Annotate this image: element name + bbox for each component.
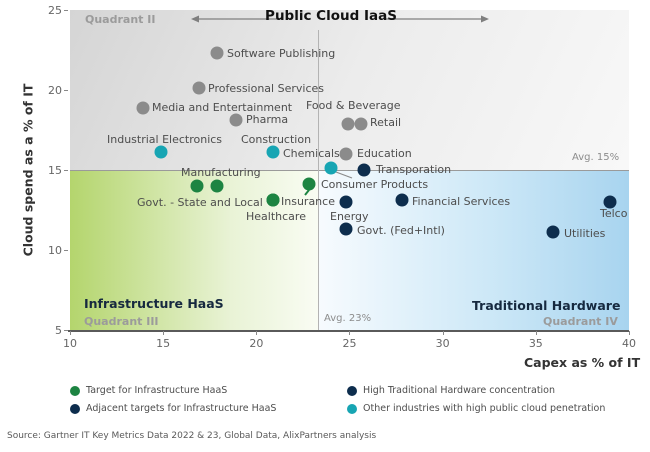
point-industrial-electronics — [154, 145, 168, 159]
x-tick-20: 20 — [249, 337, 264, 350]
label-traditional-hardware: Traditional Hardware — [472, 298, 621, 313]
x-tickmark-10 — [70, 331, 71, 335]
label-financial-services: Financial Services — [412, 195, 511, 208]
quadrant-top-background — [70, 10, 629, 170]
label-education: Education — [357, 147, 412, 160]
point-retail — [354, 117, 368, 131]
legend-dot-other-industries-with-high-public-cloud-penetration — [347, 404, 357, 414]
point-pharma — [229, 113, 243, 127]
label-food-beverage: Food & Beverage — [306, 99, 401, 112]
label-transporation: Transporation — [376, 163, 452, 176]
label-consumer-products: Consumer Products — [321, 178, 429, 191]
point-construction — [324, 161, 338, 175]
x-tick-10: 10 — [63, 337, 77, 350]
x-tickmark-40 — [628, 331, 630, 335]
label-avg-15: Avg. 15% — [572, 152, 620, 163]
point-consumer-products — [302, 177, 315, 191]
point-healthcare — [266, 193, 280, 207]
point-govt-state-and-local — [190, 179, 204, 193]
label-chemicals: Chemicals — [283, 147, 340, 160]
label-energy: Energy — [330, 210, 369, 223]
label-industrial-electronics: Industrial Electronics — [107, 133, 223, 146]
point-chemicals — [266, 145, 280, 159]
label-manufacturing: Manufacturing — [181, 166, 261, 179]
label-quadrant-ii: Quadrant II — [85, 13, 156, 26]
point-food-beverage — [341, 117, 355, 131]
label-quadrant-iv: Quadrant IV — [543, 315, 618, 328]
point-transporation — [357, 163, 371, 177]
point-manufacturing — [210, 179, 224, 193]
y-tick-5: 5 — [55, 324, 62, 337]
legend-dot-target-for-infrastructure-haas — [70, 386, 80, 396]
label-infrastructure-haas: Infrastructure HaaS — [84, 296, 224, 311]
x-tick-25: 25 — [342, 337, 357, 350]
y-tick-10: 10 — [48, 244, 62, 257]
y-tick-15: 15 — [48, 164, 62, 177]
x-tickmark-25 — [349, 331, 351, 335]
point-media-and-entertainment — [136, 101, 150, 115]
y-tick-25: 25 — [48, 4, 62, 17]
legend-label-other-industries-with-high-public-cloud-penetration: Other industries with high public cloud … — [363, 403, 606, 414]
x-tick-35: 35 — [528, 337, 543, 350]
y-tick-20: 20 — [48, 84, 62, 97]
label-software-publishing: Software Publishing — [227, 47, 336, 60]
label-retail: Retail — [370, 116, 402, 129]
point-telco — [603, 195, 617, 209]
legend-label-target-for-infrastructure-haas: Target for Infrastructure HaaS — [86, 385, 228, 396]
x-tick-15: 15 — [156, 337, 171, 350]
label-media-and-entertainment: Media and Entertainment — [152, 101, 293, 114]
label-govt-state-and-local: Govt. - State and Local — [137, 196, 263, 209]
x-tick-30: 30 — [435, 337, 450, 350]
x-axis-title: Capex as % of IT — [524, 355, 641, 370]
x-tick-40: 40 — [621, 337, 636, 350]
y-tickmark-15 — [64, 170, 68, 171]
x-tickmark-15 — [163, 331, 165, 335]
label-avg-23: Avg. 23% — [324, 313, 372, 324]
label-professional-services: Professional Services — [208, 82, 324, 95]
legend-label-adjacent-targets-for-infrastructure-haas: Adjacent targets for Infrastructure HaaS — [86, 403, 277, 414]
point-govt-fed-intl — [339, 222, 353, 236]
point-utilities — [546, 225, 560, 239]
x-tickmark-20 — [256, 331, 258, 335]
label-govt-fed-intl: Govt. (Fed+Intl) — [357, 224, 445, 237]
source-note: Source: Gartner IT Key Metrics Data 2022… — [7, 431, 377, 441]
y-tickmark-25 — [64, 10, 68, 11]
legend-dot-adjacent-targets-for-infrastructure-haas — [70, 404, 80, 414]
label-quadrant-iii: Quadrant III — [84, 315, 159, 328]
label-healthcare: Healthcare — [246, 210, 306, 223]
y-tickmark-20 — [64, 90, 68, 91]
x-tickmark-35 — [535, 331, 537, 335]
y-axis-title: Cloud spend as a % of IT — [20, 83, 36, 257]
label-telco: Telco — [600, 207, 628, 220]
quadrant-bottom-right-background — [318, 170, 629, 331]
legend-label-high-traditional-hardware-concentration: High Traditional Hardware concentration — [363, 385, 556, 396]
y-tickmark-10 — [64, 250, 68, 251]
label-insurance: Insurance — [281, 195, 335, 208]
point-professional-services — [192, 81, 206, 95]
avg-capex-line — [318, 30, 319, 331]
chart-title: Public Cloud IaaS — [265, 8, 397, 24]
point-financial-services — [395, 193, 409, 207]
legend-dot-high-traditional-hardware-concentration — [347, 386, 357, 396]
point-software-publishing — [210, 46, 224, 60]
x-axis-line — [68, 330, 629, 332]
point-energy — [339, 195, 353, 209]
x-tickmark-30 — [442, 331, 444, 335]
point-education — [339, 147, 353, 161]
y-tickmark-5 — [64, 330, 68, 331]
label-pharma: Pharma — [246, 113, 289, 126]
avg-cloud-spend-line — [70, 170, 629, 171]
label-utilities: Utilities — [564, 227, 606, 240]
label-construction: Construction — [241, 133, 312, 146]
